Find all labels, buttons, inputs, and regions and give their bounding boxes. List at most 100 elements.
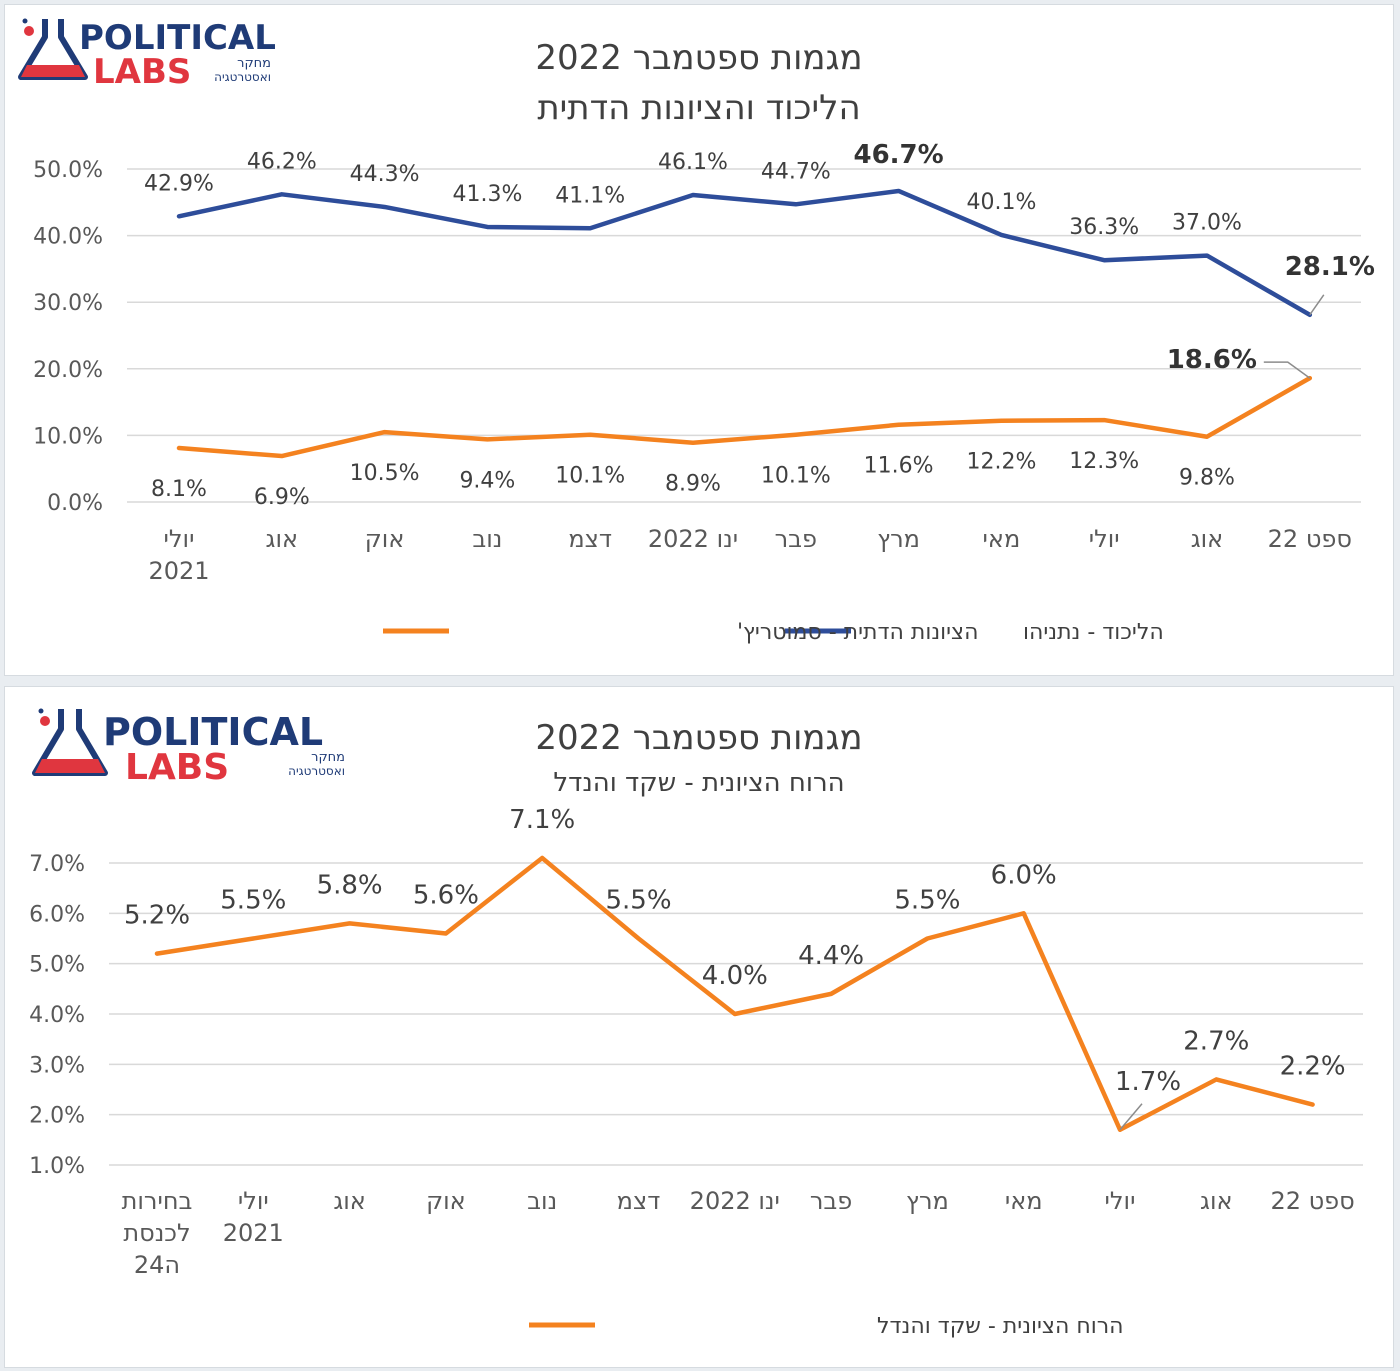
x-tick-label: נוב — [527, 1187, 557, 1215]
leader-line — [1263, 361, 1311, 379]
data-label: 8.9% — [665, 472, 721, 497]
x-tick-label: מאי — [983, 525, 1021, 553]
data-label: 36.3% — [1069, 215, 1139, 240]
x-tick-label: אוק — [426, 1187, 466, 1215]
political-labs-logo: POLITICAL LABS מחקר ואסטרטגיה — [18, 18, 276, 92]
x-tick-label: דצמ — [617, 1187, 661, 1215]
chart-likud-rzp: POLITICAL LABS מחקר ואסטרטגיה מגמות ספטמ… — [18, 18, 1375, 645]
logo-line1: POLITICAL — [79, 18, 276, 58]
x-tick-label: ינו 2022 — [648, 525, 738, 553]
y-axis: 1.0% 2.0% 3.0% 4.0% 5.0% 6.0% 7.0% — [29, 852, 85, 1179]
x-tick-label: ספט 22 — [1268, 525, 1352, 553]
data-label: 10.1% — [761, 464, 831, 489]
y-tick-label: 50.0% — [33, 158, 103, 183]
x-tick-label: אוג — [1200, 1187, 1232, 1215]
y-tick-label: 30.0% — [33, 291, 103, 316]
data-label: 6.0% — [991, 860, 1057, 890]
x-tick-label: יולי 2021 — [148, 525, 209, 585]
logo-sub1: מחקר — [311, 750, 345, 765]
chart-subtitle: הרוח הציונית - שקד והנדל — [553, 768, 844, 798]
data-label: 6.9% — [254, 485, 310, 510]
y-tick-label: 5.0% — [29, 953, 85, 978]
legend: הרוח הציונית - שקד והנדל — [529, 1314, 1124, 1339]
y-tick-label: 4.0% — [29, 1003, 85, 1028]
data-label: 2.2% — [1280, 1052, 1346, 1082]
x-tick-label: בחירות לכנסת ה24 — [122, 1187, 193, 1279]
x-tick-label: אוג — [1191, 525, 1223, 553]
data-label: 42.9% — [144, 171, 214, 196]
x-tick-label: יולי 2021 — [223, 1187, 284, 1247]
y-tick-label: 2.0% — [29, 1104, 85, 1129]
legend-label: הרוח הציונית - שקד והנדל — [877, 1314, 1124, 1339]
x-tick-label: מרץ — [906, 1187, 949, 1215]
x-axis: בחירות לכנסת ה24 יולי 2021 אוג אוק נוב דצמ ינו 20… — [122, 1187, 1355, 1279]
legend-label: הליכוד - נתניהו — [1023, 620, 1164, 645]
flask-icon — [18, 18, 88, 80]
series-line-1 — [176, 375, 1313, 459]
data-label: 10.1% — [555, 464, 625, 489]
data-label: 5.6% — [413, 880, 479, 910]
data-label: 46.7% — [853, 140, 943, 170]
y-tick-label: 6.0% — [29, 902, 85, 927]
x-tick-label: מאי — [1005, 1187, 1043, 1215]
y-tick-label: 1.0% — [29, 1154, 85, 1179]
data-label: 5.5% — [605, 886, 671, 916]
x-tick-label: דצמ — [568, 525, 612, 553]
legend-label: הציונות הדתית - סמוטריץ' — [737, 620, 978, 645]
data-label: 12.3% — [1069, 449, 1139, 474]
data-labels: 5.2% 5.5% 5.8% 5.6% 7.1% 5.5% 4.0% 4.4% 5.5% 6.0%… — [124, 805, 1346, 1131]
series-lines — [176, 188, 1313, 459]
data-label: 5.2% — [124, 901, 190, 931]
data-label: 9.8% — [1179, 466, 1235, 491]
data-label: 12.2% — [966, 450, 1036, 475]
y-tick-label: 20.0% — [33, 358, 103, 383]
chart-panel-likud-rzp: POLITICAL LABS מחקר ואסטרטגיה מגמות ספטמ… — [4, 4, 1394, 676]
data-label: 41.3% — [452, 182, 522, 207]
data-label: 11.6% — [864, 454, 934, 479]
x-tick-label: אוק — [365, 525, 405, 553]
y-tick-label: 40.0% — [33, 225, 103, 250]
legend: הליכוד - נתניהו הציונות הדתית - סמוטריץ' — [383, 620, 1164, 645]
y-tick-label: 10.0% — [33, 424, 103, 449]
political-labs-logo: POLITICAL LABS מחקר ואסטרטגיה — [32, 708, 345, 788]
x-tick-label: פבר — [810, 1187, 852, 1215]
flask-icon — [32, 708, 108, 776]
y-tick-label: 7.0% — [29, 852, 85, 877]
logo-line2: LABS — [125, 747, 229, 788]
data-label: 40.1% — [966, 190, 1036, 215]
data-label: 9.4% — [459, 468, 515, 493]
grid — [109, 862, 1363, 1166]
chart-ruach-tzionit: POLITICAL LABS מחקר ואסטרטגיה מגמות ספטמ… — [29, 708, 1363, 1339]
data-label: 5.5% — [894, 886, 960, 916]
y-tick-label: 3.0% — [29, 1053, 85, 1078]
y-tick-label: 0.0% — [47, 491, 103, 516]
data-label: 28.1% — [1285, 252, 1375, 282]
x-tick-label: אוג — [333, 1187, 365, 1215]
x-axis: יולי 2021 אוג אוק נוב דצמ ינו 2022 פבר מרץ מאי יול… — [148, 525, 1351, 585]
y-axis: 0.0% 10.0% 20.0% 30.0% 40.0% 50.0% — [33, 158, 103, 516]
data-label: 4.0% — [702, 961, 768, 991]
data-label: 4.4% — [798, 941, 864, 971]
logo-line2: LABS — [93, 52, 191, 92]
x-tick-label: ספט 22 — [1270, 1187, 1354, 1215]
logo-sub2: ואסטרטגיה — [214, 70, 271, 84]
data-label: 1.7% — [1115, 1067, 1181, 1097]
data-label: 2.7% — [1183, 1026, 1249, 1056]
data-label: 44.7% — [761, 159, 831, 184]
data-label: 37.0% — [1172, 211, 1242, 236]
series-line-0 — [176, 188, 1313, 318]
logo-sub2: ואסטרטגיה — [288, 764, 345, 778]
x-tick-label: מרץ — [877, 525, 920, 553]
leader-line — [1309, 294, 1325, 316]
x-tick-label: נוב — [472, 525, 502, 553]
x-tick-label: יולי — [1105, 1187, 1136, 1215]
x-tick-label: יולי — [1089, 525, 1120, 553]
chart-subtitle: הליכוד והציונות הדתית — [537, 88, 860, 128]
x-tick-label: ינו 2022 — [690, 1187, 780, 1215]
chart-title: מגמות ספטמבר 2022 — [535, 38, 862, 78]
data-label: 18.6% — [1167, 345, 1257, 375]
grid — [127, 168, 1361, 503]
chart-panel-ruach-tzionit: POLITICAL LABS מחקר ואסטרטגיה מגמות ספטמ… — [4, 686, 1394, 1368]
data-label: 41.1% — [555, 183, 625, 208]
data-label: 46.2% — [247, 149, 317, 174]
